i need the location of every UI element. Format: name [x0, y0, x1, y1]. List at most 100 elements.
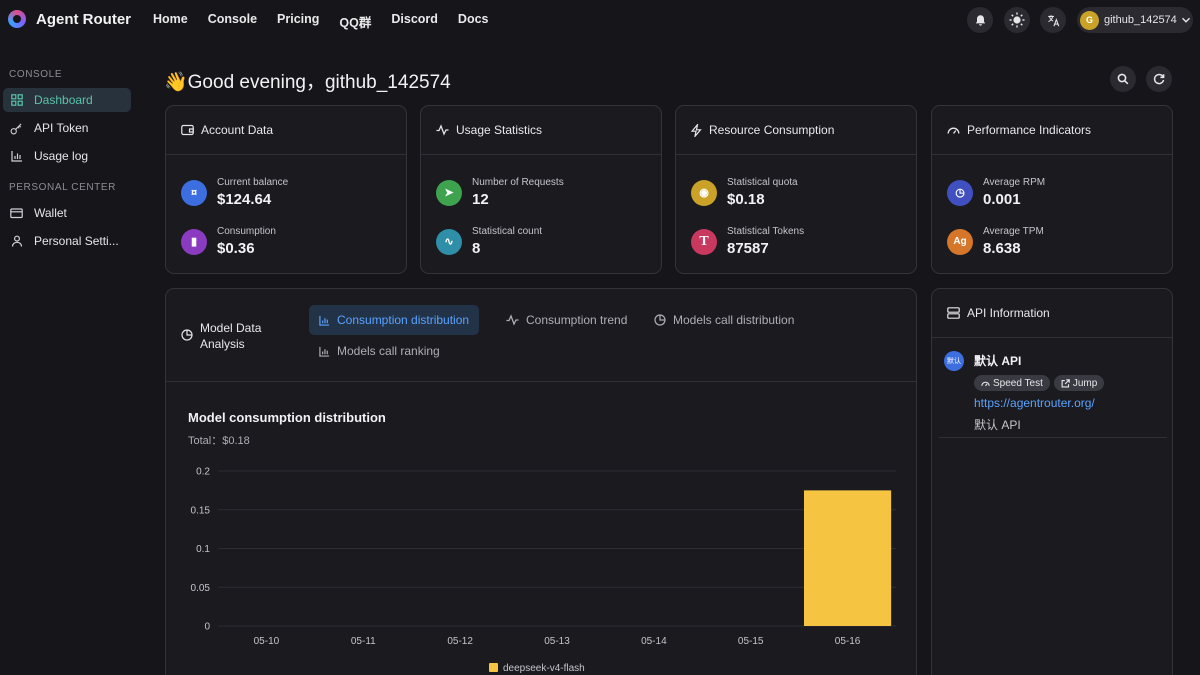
card-header: Account Data [166, 106, 406, 155]
analysis-header [166, 289, 916, 382]
external-link-icon [1061, 378, 1070, 387]
theme-toggle-button[interactable] [1004, 7, 1030, 33]
tab-consumption-distribution[interactable]: Consumption distribution [309, 305, 480, 335]
refresh-button[interactable] [1146, 66, 1172, 92]
lightning-icon [691, 123, 702, 137]
sidebar-item-personal-settings[interactable]: Personal Setti... [3, 229, 131, 253]
bell-icon [975, 14, 985, 26]
nav-discord[interactable]: Discord [391, 12, 438, 26]
username: github_142574 [1104, 14, 1177, 26]
brand-name[interactable]: Agent Router [36, 11, 131, 28]
gauge-icon [981, 381, 990, 386]
tab-label: Consumption distribution [337, 313, 470, 327]
refresh-icon [1153, 73, 1165, 85]
pulse-icon [436, 124, 449, 136]
bar [803, 490, 892, 626]
user-icon [10, 235, 23, 248]
nav-docs[interactable]: Docs [457, 12, 489, 26]
y-tick-label: 0.15 [191, 505, 211, 516]
pie-chart-icon [654, 314, 666, 326]
api-badge: 默认 [944, 351, 964, 371]
sidebar-item-dashboard[interactable]: Dashboard [3, 88, 131, 112]
stat-consumption: ▮ Consumption $0.36 [181, 226, 276, 257]
card-title: API Information [967, 306, 1050, 320]
sidebar-item-usage-log[interactable]: Usage log [3, 144, 131, 168]
nav-pricing[interactable]: Pricing [277, 12, 320, 26]
user-menu[interactable]: G github_142574 [1077, 7, 1193, 33]
stat-label: Number of Requests [472, 177, 564, 188]
api-description: 默认 API [974, 418, 1021, 432]
key-icon [10, 122, 23, 135]
stat-label: Statistical count [472, 226, 543, 237]
chart-title: Model consumption distribution [188, 410, 386, 425]
divider [939, 437, 1167, 438]
tab-models-call-ranking[interactable]: Models call ranking [309, 336, 450, 366]
y-tick-label: 0.2 [196, 467, 210, 478]
nav-console[interactable]: Console [207, 12, 258, 26]
grid-icon [10, 94, 23, 107]
language-button[interactable] [1040, 7, 1066, 33]
sidebar-item-label: Wallet [34, 206, 67, 220]
card-header: Resource Consumption [676, 106, 916, 155]
coin-icon: ¤ [181, 179, 207, 206]
x-tick-label: 05-14 [641, 636, 667, 647]
bar-chart-icon [10, 150, 23, 163]
consumption-distribution-chart: 0 0.05 0.1 0.15 0.2 05-10 05-11 05-12 05-13 05-14… [191, 467, 896, 674]
sun-icon [1009, 12, 1025, 28]
x-tick-label: 05-12 [447, 636, 473, 647]
legend-swatch [489, 663, 498, 672]
stat-statistical-tokens: T Statistical Tokens 87587 [691, 226, 804, 257]
chevron-down-icon [1181, 17, 1190, 23]
stat-label: Consumption [217, 226, 276, 237]
tab-label: Models call ranking [337, 344, 440, 358]
stat-number-of-requests: ➤ Number of Requests 12 [436, 177, 564, 208]
search-button[interactable] [1110, 66, 1136, 92]
nav-home[interactable]: Home [153, 12, 188, 26]
coin-icon: ◉ [691, 179, 717, 206]
card-title: Usage Statistics [456, 123, 543, 137]
logo-icon[interactable] [8, 10, 26, 28]
card-header: API Information [932, 289, 1172, 338]
speed-test-button[interactable]: Speed Test [974, 375, 1050, 391]
chart-total: Total：$0.18 [188, 435, 250, 447]
bar-chart-icon: ▮ [181, 228, 207, 255]
stat-value: 12 [472, 191, 489, 208]
api-actions: Speed Test Jump [974, 375, 1108, 391]
api-url-link[interactable]: https://agentrouter.org/ [974, 396, 1095, 410]
x-tick-label: 05-10 [254, 636, 280, 647]
gauge-icon [947, 124, 960, 136]
jump-button[interactable]: Jump [1053, 375, 1105, 391]
card-title: Resource Consumption [709, 123, 835, 137]
legend-label: deepseek-v4-flash [503, 663, 585, 674]
stat-statistical-quota: ◉ Statistical quota $0.18 [691, 177, 798, 208]
stat-average-rpm: ◷ Average RPM 0.001 [947, 177, 1045, 208]
card-header: Usage Statistics [421, 106, 661, 155]
performance-indicators-card: Performance Indicators ◷ Average RPM 0.00… [931, 105, 1173, 274]
ag-icon: Ag [947, 228, 973, 255]
nav-qq-group[interactable]: QQ群 [339, 16, 372, 30]
y-tick-label: 0.05 [191, 583, 211, 594]
chip-label: Jump [1072, 377, 1098, 389]
sidebar: CONSOLE Dashboard API Token Usage log PE… [0, 40, 140, 675]
api-information-card: API Information 默认 默认 API Speed Test Jum… [931, 288, 1173, 675]
analysis-title: Model Data Analysis [181, 320, 270, 352]
sidebar-item-api-token[interactable]: API Token [3, 116, 131, 140]
top-bar: Agent Router Home Console Pricing QQ群 Di… [0, 0, 1200, 40]
bar-chart-icon [319, 315, 330, 326]
page-title: 👋Good evening，github_142574 [164, 72, 451, 93]
pie-chart-icon [181, 329, 193, 341]
tab-models-call-distribution[interactable]: Models call distribution [644, 305, 804, 335]
stopwatch-icon: ◷ [947, 179, 973, 206]
x-tick-label: 05-11 [351, 636, 376, 647]
sidebar-item-label: Dashboard [34, 93, 93, 107]
x-tick-label: 05-13 [544, 636, 570, 647]
notification-button[interactable] [967, 7, 993, 33]
avatar: G [1080, 10, 1099, 30]
translate-icon [1047, 14, 1059, 26]
sidebar-section-console: CONSOLE [9, 69, 63, 80]
stat-value: $0.18 [727, 191, 765, 208]
tab-label: Consumption trend [526, 313, 628, 327]
bar-chart-icon [319, 346, 330, 357]
tab-consumption-trend[interactable]: Consumption trend [496, 305, 637, 335]
sidebar-item-wallet[interactable]: Wallet [3, 201, 131, 225]
